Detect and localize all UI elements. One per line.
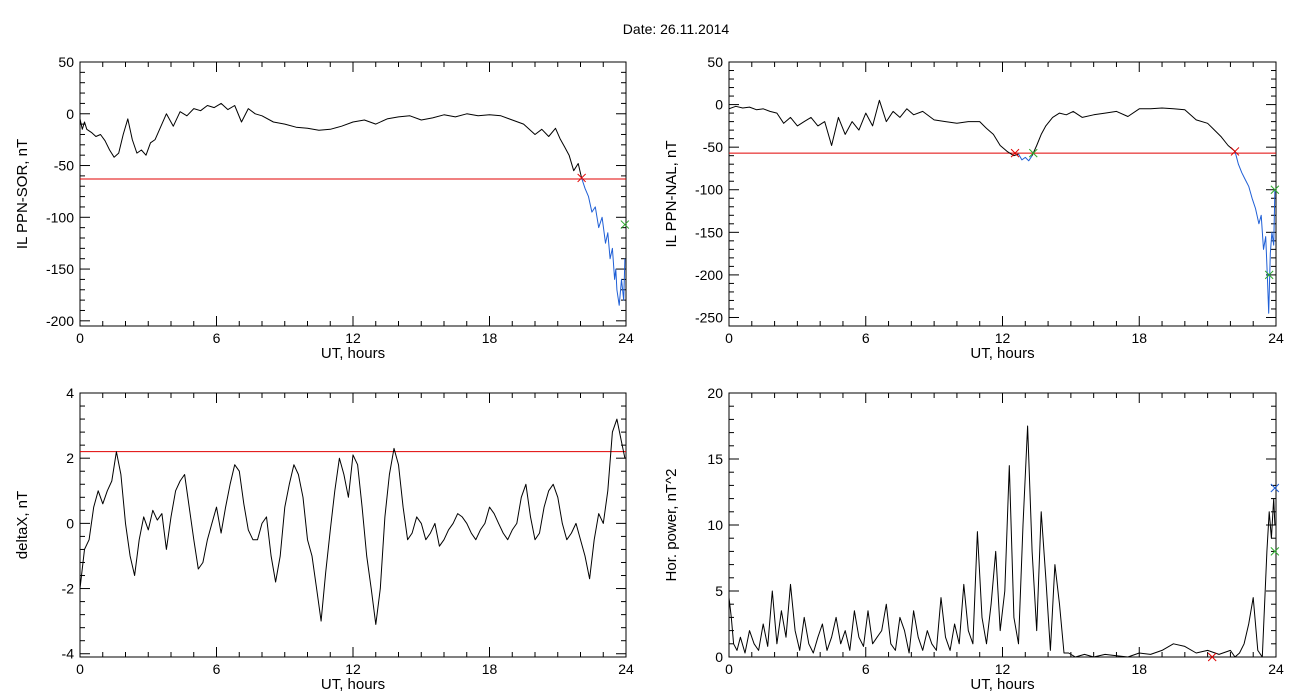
series-line-2 (1031, 107, 1236, 156)
series-line-0 (80, 418, 626, 625)
y-tick-label: 0 (715, 97, 723, 113)
x-axis-label: UT, hours (970, 676, 1034, 693)
plot-data (80, 418, 626, 625)
plot-frame (79, 61, 627, 327)
series-line-0 (80, 102, 583, 179)
x-tick-label: 18 (1131, 661, 1147, 677)
y-tick-label: 0 (66, 515, 74, 531)
x-tick-label: 12 (995, 330, 1011, 346)
plot-frame (728, 392, 1277, 658)
event-marker (1207, 652, 1217, 662)
event-marker (1010, 148, 1020, 158)
y-tick-label: -150 (695, 224, 723, 240)
x-axis-label: UT, hours (321, 676, 385, 693)
y-tick-label: 50 (707, 54, 723, 70)
x-tick-label: 18 (1131, 330, 1147, 346)
event-marker (1230, 147, 1240, 156)
y-tick-label: 2 (66, 450, 74, 466)
y-tick-label: 0 (66, 106, 74, 122)
event-marker (1270, 483, 1280, 493)
series-line-0 (729, 425, 1276, 657)
plot-data (80, 102, 626, 306)
y-tick-label: -50 (703, 139, 723, 155)
y-tick-label: 4 (66, 385, 74, 401)
series-line-3 (1234, 151, 1276, 314)
plot-frame (728, 61, 1277, 327)
panel-hor-power: 0 6 12 18 24 0 5 10 15 20 UT, hours Hor. power, nT^… (663, 385, 1284, 693)
y-axis-label: deltaX, nT (14, 491, 31, 559)
x-tick-label: 18 (482, 330, 498, 346)
x-tick-label: 0 (725, 330, 733, 346)
y-tick-label: -150 (46, 261, 74, 277)
y-axis-label: IL PPN-SOR, nT (14, 139, 31, 249)
x-tick-label: 0 (76, 661, 84, 677)
plot-data (729, 425, 1276, 657)
x-tick-label: 6 (862, 330, 870, 346)
figure-title: Date: 26.11.2014 (623, 21, 730, 37)
y-tick-label: 5 (715, 583, 723, 599)
panel-il-nal: 0 6 12 18 24 -250 -200 -150 -100 -50 0 50 UT, hours I… (663, 54, 1284, 362)
x-tick-label: 24 (1268, 661, 1284, 677)
event-marker (1270, 185, 1280, 195)
x-axis-label: UT, hours (970, 345, 1034, 362)
event-marker (620, 220, 630, 229)
y-tick-label: -2 (62, 581, 75, 597)
x-tick-label: 6 (213, 661, 221, 677)
y-tick-label: -200 (695, 267, 723, 283)
y-tick-label: -50 (54, 158, 74, 174)
x-tick-label: 12 (345, 661, 361, 677)
x-axis-label: UT, hours (321, 345, 385, 362)
plot-frame (79, 392, 627, 658)
y-tick-label: -100 (695, 182, 723, 198)
x-tick-label: 24 (618, 661, 634, 677)
y-tick-label: -100 (46, 209, 74, 225)
y-tick-label: -4 (62, 646, 75, 662)
event-marker (1270, 547, 1280, 556)
x-tick-label: 18 (482, 661, 498, 677)
x-tick-label: 6 (862, 661, 870, 677)
y-tick-label: -250 (695, 309, 723, 325)
x-tick-label: 0 (76, 330, 84, 346)
series-line-1 (1018, 153, 1033, 162)
y-axis-label: IL PPN-NAL, nT (663, 141, 680, 248)
event-marker (1028, 148, 1038, 158)
y-tick-label: 0 (715, 649, 723, 665)
x-tick-label: 24 (1268, 330, 1284, 346)
series-line-0 (729, 99, 1019, 157)
panel-il-sor: 0 6 12 18 24 -200 -150 -100 -50 0 50 UT, hours IL PP… (14, 54, 634, 362)
y-tick-label: -200 (46, 313, 74, 329)
y-axis-label: Hor. power, nT^2 (663, 469, 680, 582)
y-tick-label: 20 (707, 385, 723, 401)
y-tick-label: 15 (707, 451, 723, 467)
plot-data (729, 99, 1276, 314)
x-tick-label: 6 (213, 330, 221, 346)
event-marker (1264, 270, 1274, 280)
y-tick-label: 50 (58, 54, 74, 70)
x-tick-label: 12 (995, 661, 1011, 677)
x-tick-label: 0 (725, 661, 733, 677)
series-line-1 (581, 177, 626, 306)
x-tick-label: 12 (345, 330, 361, 346)
event-marker (577, 173, 586, 183)
y-tick-label: 10 (707, 517, 723, 533)
x-tick-label: 24 (618, 330, 634, 346)
